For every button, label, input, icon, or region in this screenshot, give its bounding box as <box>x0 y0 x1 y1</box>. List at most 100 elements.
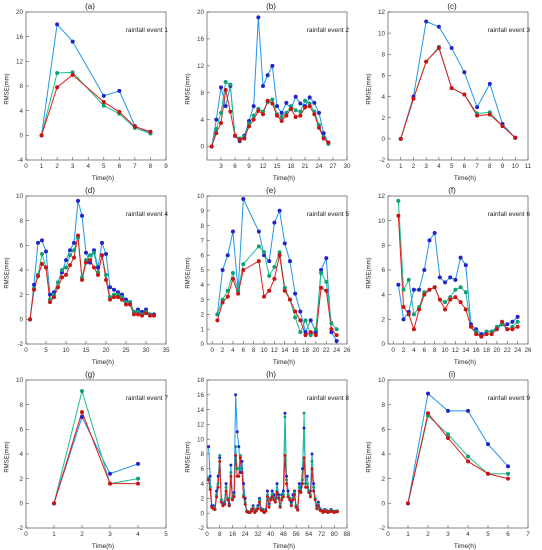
y-tick-label: -2 <box>379 157 385 164</box>
panel-label: (d) <box>85 186 95 195</box>
x-tick-label: 3 <box>108 531 112 538</box>
data-point-teal <box>55 71 60 76</box>
data-point-blue <box>436 24 441 29</box>
data-point-teal <box>267 273 272 278</box>
data-point-blue <box>283 411 287 415</box>
x-tick-label: 12 <box>452 347 460 354</box>
data-point-red <box>427 287 432 292</box>
y-tick-label: 8 <box>200 223 204 230</box>
x-tick-label: 56 <box>293 531 301 538</box>
data-point-blue <box>486 442 490 447</box>
data-point-blue <box>515 314 520 319</box>
data-point-teal <box>270 493 274 497</box>
data-point-blue <box>104 251 108 256</box>
x-tick-label: 4 <box>231 347 235 354</box>
y-axis-label: RMSE(mm) <box>185 257 192 289</box>
data-point-blue <box>44 249 48 254</box>
data-point-teal <box>285 478 289 482</box>
data-point-red <box>510 327 515 332</box>
y-tick-label: 8 <box>19 218 23 225</box>
x-tick-label: 2 <box>221 347 225 354</box>
x-tick-label: 2 <box>80 531 84 538</box>
data-point-teal <box>214 127 219 132</box>
data-point-red <box>308 495 312 499</box>
data-point-blue <box>214 117 219 122</box>
data-point-red <box>515 324 520 329</box>
y-tick-label: 10 <box>16 193 24 200</box>
y-tick-label: -2 <box>198 525 204 532</box>
series-line-red <box>397 215 518 338</box>
x-tick-label: 2 <box>55 163 59 170</box>
x-tick-label: 5 <box>164 531 168 538</box>
y-axis-label: RMSE(mm) <box>366 73 373 105</box>
chart-title: rainfall event 1 <box>125 27 168 34</box>
data-point-red <box>287 297 292 302</box>
data-point-red <box>250 509 254 513</box>
data-point-teal <box>101 103 106 108</box>
x-tick-label: 6 <box>463 163 467 170</box>
x-tick-label: 22 <box>323 347 331 354</box>
data-point-red <box>48 300 52 305</box>
data-point-blue <box>316 500 320 504</box>
data-point-teal <box>251 113 256 118</box>
data-point-red <box>76 233 80 238</box>
y-tick-label: 2 <box>19 292 23 299</box>
data-point-red <box>237 474 241 478</box>
data-point-red <box>242 136 247 141</box>
data-point-blue <box>443 280 448 285</box>
x-axis-label: Time(h) <box>272 359 296 366</box>
data-point-red <box>36 274 40 279</box>
data-point-teal <box>308 493 312 497</box>
data-point-blue <box>310 452 314 456</box>
data-point-blue <box>262 253 267 258</box>
y-tick-label: 4 <box>381 94 385 101</box>
data-point-teal <box>208 485 212 489</box>
data-point-red <box>120 297 124 302</box>
y-tick-label: 0 <box>19 317 23 324</box>
data-point-red <box>219 121 223 125</box>
x-tick-label: 8 <box>218 531 222 538</box>
data-point-teal <box>453 287 458 292</box>
data-point-red <box>213 508 217 511</box>
data-point-teal <box>216 482 220 486</box>
data-point-red <box>293 493 296 497</box>
panel-label: (c) <box>447 2 457 11</box>
data-point-red <box>240 471 244 474</box>
panel-label: (a) <box>85 2 95 11</box>
data-point-blue <box>300 467 304 471</box>
data-point-red <box>256 108 261 113</box>
x-tick-label: 30 <box>343 163 351 170</box>
data-point-blue <box>261 84 265 88</box>
data-point-blue <box>510 319 515 324</box>
data-point-blue <box>40 238 44 243</box>
x-axis-label: Time(h) <box>453 175 477 182</box>
data-point-red <box>448 297 453 302</box>
data-point-blue <box>270 63 275 68</box>
data-point-blue <box>463 263 468 268</box>
data-point-red <box>401 305 406 309</box>
chart-panel: 0 5 10 15 20 25 30 35 -2 0 2 4 6 8 10 (d) rainfall event… <box>0 184 180 366</box>
y-tick-label: 10 <box>378 30 386 37</box>
data-point-red <box>136 481 140 486</box>
y-tick-label: 0 <box>200 510 204 517</box>
data-point-blue <box>242 482 246 486</box>
data-point-red <box>310 467 314 471</box>
y-axis-label: RMSE(mm) <box>366 257 373 289</box>
data-point-red <box>474 332 479 337</box>
data-point-teal <box>313 327 318 332</box>
data-point-blue <box>241 196 246 201</box>
data-point-red <box>108 481 112 486</box>
data-point-blue <box>256 229 261 234</box>
data-point-red <box>313 498 317 502</box>
data-point-red <box>319 285 324 290</box>
data-point-teal <box>262 250 267 255</box>
data-point-blue <box>267 259 272 264</box>
x-tick-label: 20 <box>493 347 501 354</box>
data-point-red <box>303 333 308 338</box>
x-tick-label: 14 <box>462 347 470 354</box>
chart-panel: 0 1 2 3 4 5 6 7 8 9 -4 0 4 8 12 16 20 (a) rainfall event 1… <box>0 0 180 182</box>
y-tick-label: 6 <box>200 466 204 473</box>
data-point-red <box>432 285 437 290</box>
data-point-blue <box>293 291 298 296</box>
data-point-red <box>313 333 318 338</box>
